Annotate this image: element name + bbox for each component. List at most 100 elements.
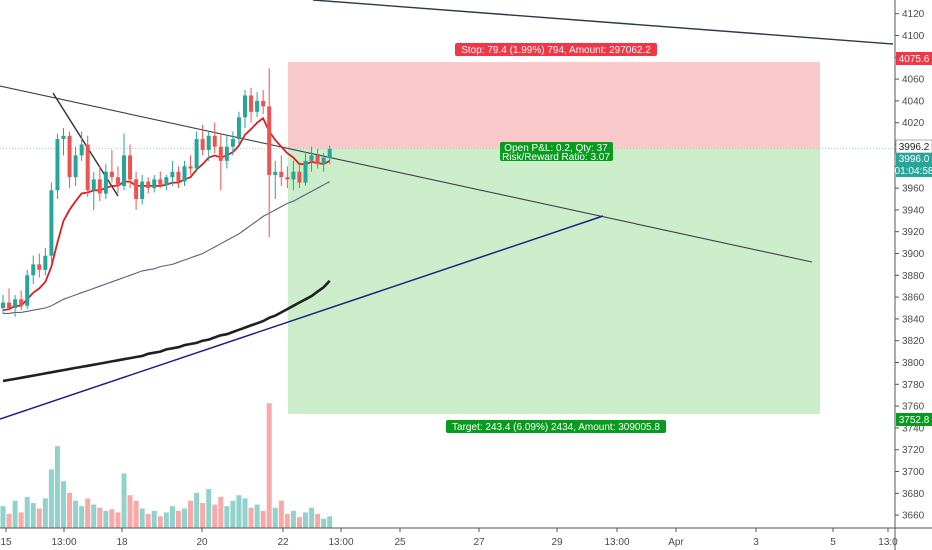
volume-bar bbox=[194, 492, 200, 528]
candle bbox=[200, 124, 205, 156]
candle bbox=[224, 135, 229, 169]
candle bbox=[309, 146, 314, 172]
price-tick-label: 4020 bbox=[902, 118, 925, 129]
volume-bar bbox=[157, 516, 163, 528]
candle bbox=[212, 122, 217, 154]
short-downtrend-line[interactable] bbox=[52, 92, 119, 197]
candle bbox=[13, 294, 18, 317]
volume-bar bbox=[42, 498, 48, 528]
price-tick-label: 3660 bbox=[902, 511, 925, 522]
candle bbox=[1, 294, 5, 314]
svg-text:3996.0: 3996.0 bbox=[899, 154, 930, 165]
candle bbox=[285, 166, 290, 189]
candle bbox=[134, 171, 139, 210]
volume-bar bbox=[121, 473, 127, 528]
upper-trendline[interactable] bbox=[312, 0, 894, 45]
pnl-label[interactable]: Open P&L: 0.2, Qty: 37 Risk/Reward Ratio… bbox=[500, 142, 613, 163]
volume-bar bbox=[103, 510, 109, 528]
candle bbox=[315, 148, 320, 169]
candle bbox=[31, 255, 36, 285]
stop-label[interactable]: Stop: 79.4 (1.99%) 794, Amount: 297062.2 bbox=[455, 43, 657, 56]
candle bbox=[297, 164, 302, 189]
price-tick-label: 3800 bbox=[902, 358, 925, 369]
candle bbox=[85, 135, 90, 197]
volume-bar bbox=[230, 500, 236, 528]
price-tick-label: 3680 bbox=[902, 489, 925, 500]
candle bbox=[261, 90, 266, 114]
price-tick-label: 3900 bbox=[902, 249, 925, 260]
volume-bar bbox=[278, 500, 284, 528]
candle bbox=[55, 133, 60, 199]
candle bbox=[91, 171, 96, 210]
volume-bar bbox=[18, 512, 24, 528]
time-tick-label: 18 bbox=[116, 537, 128, 548]
time-tick-label: 29 bbox=[551, 537, 563, 548]
volume-bar bbox=[48, 469, 54, 528]
candle bbox=[218, 133, 223, 191]
candle bbox=[194, 131, 199, 172]
volume-bar bbox=[327, 516, 333, 528]
volume-bar bbox=[115, 512, 121, 528]
price-tick-label: 3960 bbox=[902, 184, 925, 195]
time-axis-ticks: 15 13:00 18 20 22 13:00 25 27 29 13:00 Apr 3 5 13:0 bbox=[0, 528, 898, 548]
candle bbox=[303, 153, 308, 186]
volume-bar bbox=[200, 503, 206, 528]
time-tick-label: 5 bbox=[830, 537, 836, 548]
volume-bar bbox=[290, 510, 296, 528]
volume-bar bbox=[0, 506, 6, 528]
price-tick-label: 3860 bbox=[902, 293, 925, 304]
candle bbox=[37, 253, 42, 278]
volume-bar bbox=[236, 495, 242, 528]
time-tick-label: 25 bbox=[394, 537, 406, 548]
volume-bar bbox=[36, 508, 42, 528]
volume-bar bbox=[182, 508, 187, 528]
candle bbox=[164, 175, 169, 191]
target-price-tag: 3752.8 bbox=[896, 413, 932, 426]
countdown-tag: 01:04:58 bbox=[895, 165, 932, 177]
target-zone[interactable] bbox=[288, 148, 820, 414]
candle bbox=[140, 175, 145, 205]
price-tick-label: 3760 bbox=[902, 402, 925, 413]
svg-text:Risk/Reward Ratio: 3.07: Risk/Reward Ratio: 3.07 bbox=[502, 152, 610, 163]
volume-bar bbox=[315, 513, 321, 528]
volume-bar bbox=[67, 492, 73, 528]
candle bbox=[158, 171, 163, 189]
time-axis[interactable]: 15 13:00 18 20 22 13:00 25 27 29 13:00 Apr 3 5 13:0 bbox=[0, 527, 932, 548]
price-tick-label: 3940 bbox=[902, 205, 925, 216]
candle bbox=[115, 166, 120, 194]
volume-bar bbox=[218, 496, 224, 528]
price-axis[interactable]: 3660 3680 3700 3720 3740 3760 3780 3800 3820 3840… bbox=[894, 0, 932, 550]
volume-bar bbox=[151, 510, 157, 528]
stop-zone[interactable] bbox=[288, 62, 820, 149]
ascending-trendline[interactable] bbox=[0, 215, 604, 420]
descending-trendline[interactable] bbox=[0, 85, 813, 263]
candle bbox=[206, 131, 211, 161]
time-tick-label: 20 bbox=[196, 537, 208, 548]
time-tick-label: 13:00 bbox=[604, 537, 629, 548]
volume-bar bbox=[73, 500, 79, 528]
time-tick-label: 15 bbox=[0, 537, 12, 548]
volume-bar bbox=[272, 507, 278, 528]
price-tick-label: 3780 bbox=[902, 380, 925, 391]
volume-bar bbox=[188, 500, 194, 528]
stop-price-tag: 4075.6 bbox=[896, 52, 932, 65]
mid-moving-average bbox=[3, 181, 330, 314]
candle bbox=[109, 149, 114, 183]
candle bbox=[182, 160, 187, 186]
candles bbox=[1, 68, 332, 317]
target-label[interactable]: Target: 243.4 (6.09%) 2434, Amount: 3090… bbox=[446, 420, 666, 433]
volume-bar bbox=[321, 518, 327, 528]
price-tick-label: 3840 bbox=[902, 314, 925, 325]
svg-text:Stop: 79.4 (1.99%) 794, Amount: Stop: 79.4 (1.99%) 794, Amount: 297062.2 bbox=[461, 45, 651, 56]
volume-bar bbox=[79, 506, 85, 528]
svg-text:4075.6: 4075.6 bbox=[899, 54, 930, 65]
volume-bar bbox=[12, 500, 18, 528]
time-tick-label: 27 bbox=[473, 537, 485, 548]
candle bbox=[176, 166, 181, 189]
volume-bar bbox=[284, 513, 290, 528]
candle bbox=[73, 146, 78, 186]
candle bbox=[279, 155, 284, 186]
time-tick-label: 13:00 bbox=[328, 537, 353, 548]
price-tick-label: 4120 bbox=[902, 9, 925, 20]
